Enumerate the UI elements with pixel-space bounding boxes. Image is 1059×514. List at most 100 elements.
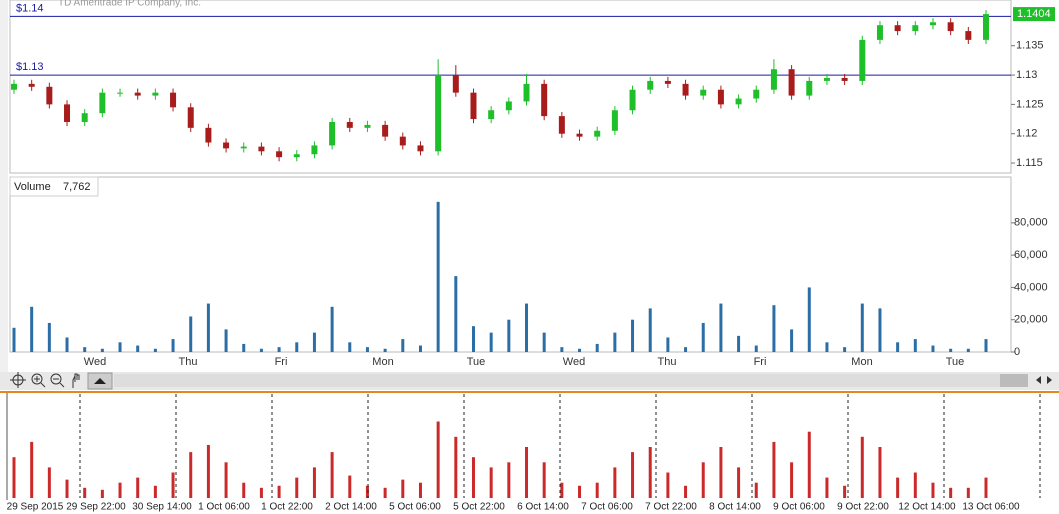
bar <box>277 347 281 352</box>
x-tick-label: 1 Oct 06:00 <box>198 502 250 513</box>
bar <box>507 462 511 498</box>
candle-body <box>346 121 353 128</box>
candle-body <box>205 127 212 143</box>
x-tick-label: 9 Oct 06:00 <box>773 502 825 513</box>
toolbar-icons[interactable] <box>10 372 80 388</box>
candle-body <box>382 124 389 137</box>
bar <box>259 487 263 498</box>
candle-body <box>594 130 601 137</box>
x-tick-label: 2 Oct 14:00 <box>325 502 377 513</box>
bar <box>47 467 51 498</box>
bar <box>790 462 794 498</box>
candle-body <box>488 110 495 120</box>
bar <box>666 337 670 352</box>
bar <box>242 343 246 352</box>
bar <box>701 322 705 352</box>
volume-panel <box>9 176 1012 353</box>
bar <box>65 479 69 498</box>
candle-body <box>823 77 830 81</box>
y-tick-label: 1.115 <box>1016 157 1043 169</box>
bar <box>896 477 900 498</box>
candle-body <box>629 89 636 111</box>
bar <box>542 462 546 498</box>
bar <box>65 337 69 352</box>
bar <box>684 347 688 352</box>
x-tick-label: Fri <box>275 356 288 368</box>
bar <box>224 462 228 498</box>
bar <box>913 472 917 498</box>
candle-body <box>894 25 901 32</box>
bar <box>489 332 493 352</box>
bar <box>772 305 776 352</box>
x-tick-label: Mon <box>851 356 872 368</box>
y-tick-label: 1.13 <box>1016 69 1037 81</box>
bar <box>348 342 352 352</box>
candle-body <box>81 113 88 122</box>
candle-body <box>700 89 707 96</box>
bar <box>613 332 617 352</box>
candle-body <box>859 39 866 81</box>
bar <box>949 487 953 498</box>
candle-body <box>329 121 336 146</box>
x-tick-label: Thu <box>658 356 677 368</box>
y-tick-label: 1.135 <box>1016 40 1044 52</box>
y-tick-label: 1.125 <box>1016 98 1044 110</box>
bar <box>896 342 900 352</box>
x-tick-label: Wed <box>563 356 585 368</box>
bar <box>719 303 723 352</box>
scroll-arrows[interactable] <box>1036 376 1052 384</box>
bar <box>754 482 758 498</box>
candle-body <box>187 107 194 128</box>
bar <box>383 348 387 352</box>
bar <box>807 287 811 352</box>
bar <box>242 482 246 498</box>
bar <box>754 345 758 352</box>
bar <box>878 308 882 352</box>
candle-body <box>647 80 654 90</box>
candle-body <box>541 83 548 117</box>
candle-body <box>152 92 159 96</box>
bar <box>807 431 811 498</box>
bar <box>83 487 87 498</box>
bar <box>684 485 688 498</box>
candle-body <box>611 110 618 131</box>
candle-body <box>311 145 318 155</box>
scrollbar-thumb[interactable] <box>1000 374 1028 387</box>
candle-body <box>912 25 919 32</box>
bar <box>189 452 193 498</box>
bar <box>578 485 582 498</box>
bar <box>701 462 705 498</box>
bar <box>418 345 422 352</box>
scrollbar-track[interactable] <box>114 374 1028 387</box>
bar <box>737 335 741 352</box>
bar <box>100 348 104 352</box>
bar <box>295 342 299 352</box>
candle-body <box>505 101 512 111</box>
x-tick-label: Mon <box>372 356 393 368</box>
left-gutter <box>0 0 8 372</box>
bar <box>489 467 493 498</box>
volume-last: 7,762 <box>63 181 91 193</box>
bar <box>295 477 299 498</box>
y-tick-label: 1.12 <box>1016 128 1037 140</box>
x-tick-label: 5 Oct 22:00 <box>453 502 505 513</box>
bar <box>383 487 387 498</box>
bar <box>83 347 87 352</box>
y-tick-label: 60,000 <box>1014 249 1048 261</box>
candle-body <box>64 104 71 122</box>
last-price-box <box>1013 7 1055 22</box>
x-tick-label: 8 Oct 14:00 <box>709 502 761 513</box>
bar <box>595 343 599 352</box>
x-tick-label: 6 Oct 14:00 <box>517 502 569 513</box>
candle-body <box>293 154 300 158</box>
x-tick-label: 5 Oct 06:00 <box>389 502 441 513</box>
bar <box>966 487 970 498</box>
candle-body <box>753 89 760 99</box>
bar <box>312 467 316 498</box>
bar <box>330 452 334 498</box>
volume-header <box>9 176 99 197</box>
x-tick-label: 7 Oct 22:00 <box>645 502 697 513</box>
x-tick-label: 1 Oct 22:00 <box>261 502 313 513</box>
